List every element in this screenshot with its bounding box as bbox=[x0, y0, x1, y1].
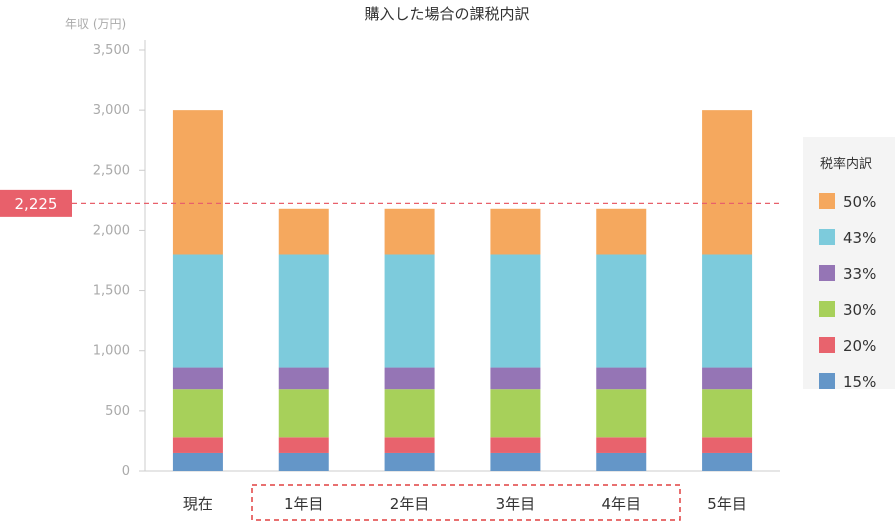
bar-segment-1 bbox=[596, 452, 647, 471]
legend: 税率内訳 50% 43% 33% 30% 20% 15% bbox=[803, 137, 895, 391]
bar-segment-2 bbox=[278, 437, 329, 453]
legend-item: 15% bbox=[819, 373, 876, 391]
y-tick-label: 500 bbox=[105, 404, 130, 419]
bar-segment-1 bbox=[172, 452, 223, 471]
bar-segment-6 bbox=[490, 208, 541, 255]
bar-segment-5 bbox=[490, 254, 541, 368]
y-axis: 0 500 1,000 1,500 2,000 2,500 3,000 3,500 bbox=[93, 40, 146, 479]
legend-swatch bbox=[819, 337, 835, 353]
bar-segment-3 bbox=[278, 389, 329, 438]
chart-title: 購入した場合の課税内訳 bbox=[364, 5, 529, 23]
x-category-label: 2年目 bbox=[390, 495, 430, 513]
bar-segment-1 bbox=[278, 452, 329, 471]
bar-stack bbox=[384, 208, 435, 471]
legend-item-label: 15% bbox=[843, 373, 876, 391]
y-tick-label: 3,000 bbox=[93, 103, 130, 118]
x-category-label: 1年目 bbox=[284, 495, 324, 513]
bar-stack bbox=[490, 208, 541, 471]
legend-item-label: 20% bbox=[843, 337, 876, 355]
bar-segment-2 bbox=[596, 437, 647, 453]
legend-swatch bbox=[819, 193, 835, 209]
bar-segment-5 bbox=[596, 254, 647, 368]
bar-segment-4 bbox=[596, 367, 647, 390]
legend-title: 税率内訳 bbox=[820, 156, 872, 172]
bar-segment-4 bbox=[278, 367, 329, 390]
bar-stack bbox=[278, 208, 329, 471]
reference-line-group: 2,225 bbox=[0, 189, 780, 217]
bar-stack bbox=[702, 110, 753, 471]
bar-segment-4 bbox=[490, 367, 541, 390]
y-tick-label: 2,000 bbox=[93, 223, 130, 238]
bar-segment-2 bbox=[490, 437, 541, 453]
legend-item-label: 33% bbox=[843, 265, 876, 283]
y-tick-label: 0 bbox=[122, 464, 130, 479]
legend-item: 20% bbox=[819, 337, 876, 355]
legend-item-label: 30% bbox=[843, 301, 876, 319]
bar-segment-5 bbox=[384, 254, 435, 368]
x-category-label: 3年目 bbox=[496, 495, 536, 513]
y-tick-label: 3,500 bbox=[93, 43, 130, 58]
y-tick-label: 1,000 bbox=[93, 344, 130, 359]
bar-segment-3 bbox=[172, 389, 223, 438]
bar-segment-6 bbox=[384, 208, 435, 255]
bar-stacks bbox=[172, 110, 753, 471]
legend-item: 43% bbox=[819, 229, 876, 247]
bar-segment-6 bbox=[278, 208, 329, 255]
legend-item-label: 50% bbox=[843, 193, 876, 211]
bar-segment-3 bbox=[596, 389, 647, 438]
bar-segment-2 bbox=[384, 437, 435, 453]
legend-item: 33% bbox=[819, 265, 876, 283]
bar-segment-1 bbox=[490, 452, 541, 471]
legend-item: 50% bbox=[819, 193, 876, 211]
bar-segment-4 bbox=[172, 367, 223, 390]
legend-item: 30% bbox=[819, 301, 876, 319]
bar-segment-6 bbox=[596, 208, 647, 255]
reference-value-badge bbox=[0, 189, 72, 217]
bar-segment-4 bbox=[384, 367, 435, 390]
legend-item-label: 43% bbox=[843, 229, 876, 247]
bar-segment-6 bbox=[172, 110, 223, 255]
x-category-label: 現在 bbox=[183, 495, 213, 513]
x-axis-category-labels: 現在 1年目 2年目 3年目 4年目 5年目 bbox=[183, 495, 747, 513]
legend-swatch bbox=[819, 229, 835, 245]
y-axis-ticks: 0 500 1,000 1,500 2,000 2,500 3,000 3,500 bbox=[93, 43, 145, 479]
bar-segment-5 bbox=[702, 254, 753, 368]
bar-segment-6 bbox=[702, 110, 753, 255]
y-axis-unit-label: 年収 (万円) bbox=[65, 17, 126, 31]
legend-swatch bbox=[819, 265, 835, 281]
legend-items: 50% 43% 33% 30% 20% 15% bbox=[819, 193, 876, 391]
x-category-label: 4年目 bbox=[601, 495, 641, 513]
bar-segment-3 bbox=[490, 389, 541, 438]
y-tick-label: 2,500 bbox=[93, 163, 130, 178]
legend-background bbox=[803, 137, 895, 389]
highlight-box bbox=[251, 484, 681, 521]
legend-swatch bbox=[819, 373, 835, 389]
reference-value-label: 2,225 bbox=[15, 195, 58, 213]
bar-stack bbox=[596, 208, 647, 471]
y-tick-label: 1,500 bbox=[93, 284, 130, 299]
bar-stack bbox=[172, 110, 223, 471]
bar-segment-3 bbox=[384, 389, 435, 438]
bar-segment-2 bbox=[702, 437, 753, 453]
bar-segment-2 bbox=[172, 437, 223, 453]
bar-segment-1 bbox=[384, 452, 435, 471]
bar-segment-4 bbox=[702, 367, 753, 390]
bar-segment-3 bbox=[702, 389, 753, 438]
legend-swatch bbox=[819, 301, 835, 317]
x-category-label: 5年目 bbox=[707, 495, 747, 513]
bar-segment-5 bbox=[278, 254, 329, 368]
bar-segment-1 bbox=[702, 452, 753, 471]
bar-segment-5 bbox=[172, 254, 223, 368]
